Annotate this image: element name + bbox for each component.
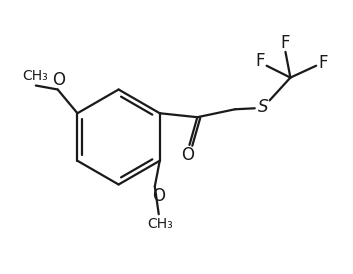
Text: F: F [281, 34, 290, 52]
Text: O: O [52, 71, 65, 89]
Text: O: O [152, 187, 165, 206]
Text: O: O [181, 146, 194, 164]
Text: S: S [257, 98, 268, 116]
Text: CH₃: CH₃ [147, 217, 173, 231]
Text: F: F [318, 54, 328, 72]
Text: CH₃: CH₃ [22, 68, 48, 83]
Text: F: F [255, 52, 264, 70]
